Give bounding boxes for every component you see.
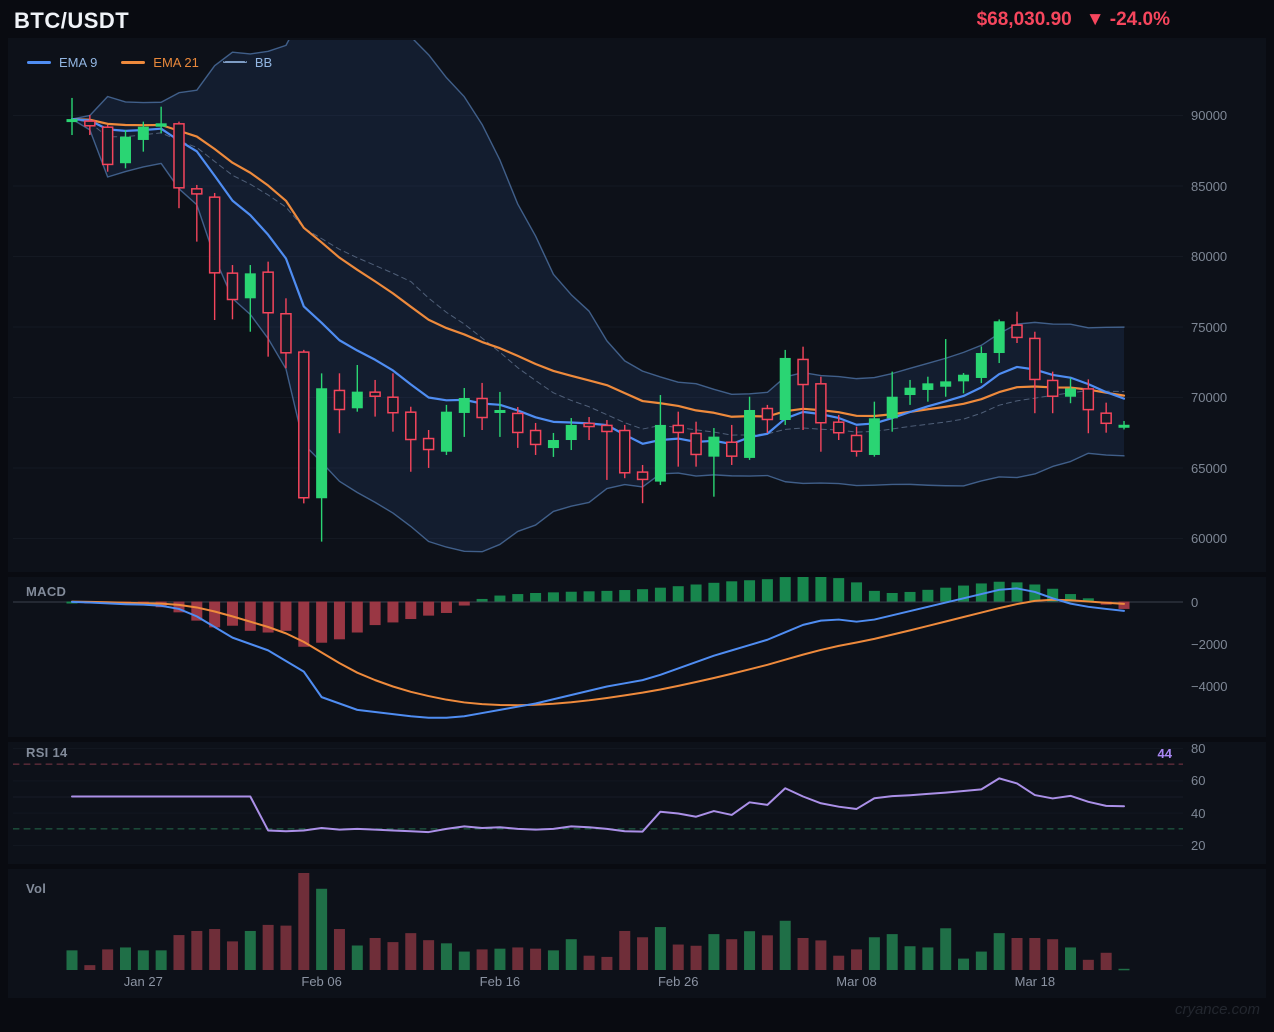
rsi-panel-label: RSI 14 (26, 745, 68, 760)
legend-item-ema21[interactable]: EMA 21 (121, 55, 199, 70)
legend-label-bb: BB (254, 54, 273, 70)
date-axis-tick: Feb 16 (479, 974, 521, 989)
watermark: cryance.com (1174, 1001, 1260, 1018)
rsi-axis-tick: 20 (1191, 838, 1206, 853)
legend-item-ema9[interactable]: EMA 9 (27, 55, 97, 70)
macd-panel-label: MACD (26, 584, 67, 599)
last-price: $68,030.90 (976, 9, 1072, 30)
rsi-axis-tick: 80 (1191, 741, 1206, 756)
volume-panel-label: Vol (26, 881, 47, 896)
price-change-badge: ▼ -24.0% (1085, 9, 1170, 30)
date-axis-tick: Mar 18 (1014, 974, 1056, 989)
price-axis-tick: 65000 (1191, 460, 1228, 476)
rsi-axis-tick: 40 (1191, 805, 1206, 821)
rsi-current-value: 44 (1157, 746, 1172, 761)
volume-panel[interactable] (0, 869, 1274, 998)
macd-panel[interactable] (0, 577, 1274, 737)
indicator-legend: EMA 9 EMA 21 BB (27, 54, 296, 70)
legend-label-ema21: EMA 21 (153, 54, 199, 70)
price-axis-tick: 90000 (1191, 108, 1228, 123)
bb-line-swatch-icon (222, 61, 247, 63)
price-axis-tick: 70000 (1191, 390, 1228, 405)
price-axis-tick: 60000 (1191, 531, 1228, 546)
price-axis-tick: 85000 (1191, 178, 1228, 194)
legend-item-bb[interactable]: BB (222, 54, 273, 70)
ema9-line-swatch-icon (27, 60, 51, 64)
date-axis-tick: Mar 08 (836, 974, 877, 989)
ema21-line-swatch-icon (121, 60, 146, 64)
legend-label-ema9: EMA 9 (59, 54, 98, 70)
rsi-axis-tick: 60 (1191, 773, 1206, 789)
rsi-panel[interactable] (0, 742, 1274, 864)
symbol-title: BTC/USDT (14, 8, 130, 33)
date-axis-tick: Feb 06 (301, 974, 342, 989)
macd-axis-tick: −4000 (1191, 679, 1228, 695)
date-axis-tick: Feb 26 (657, 974, 699, 989)
price-axis-tick: 75000 (1191, 319, 1228, 335)
macd-axis-tick: 0 (1191, 594, 1199, 610)
macd-axis-tick: −2000 (1191, 636, 1228, 652)
date-axis-tick: Jan 27 (123, 974, 163, 989)
price-axis-tick: 80000 (1191, 249, 1228, 264)
price-panel[interactable] (0, 38, 1274, 572)
price-readout: $68,030.90 ▼ -24.0% (977, 9, 1170, 31)
